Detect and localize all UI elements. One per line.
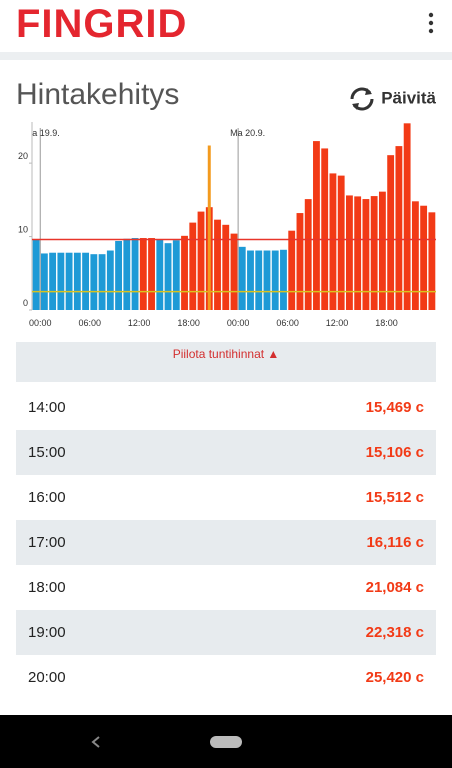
x-tick-label: 18:00 <box>375 318 398 328</box>
price-chart: 0 10 20 a 19.9. Ma 20.9. 00:00 06:00 12:00 18:00… <box>18 122 436 328</box>
bar <box>197 211 205 310</box>
bar <box>115 240 122 310</box>
bar <box>346 195 353 310</box>
hour: 20:00 <box>28 669 66 686</box>
bar <box>296 213 304 310</box>
price-row: 17:00 16,116 c <box>16 520 436 565</box>
bar <box>57 252 65 310</box>
price: 25,420 c <box>365 669 424 686</box>
bar <box>378 191 386 310</box>
bar <box>65 252 73 310</box>
bar <box>238 246 246 310</box>
bar <box>123 238 131 310</box>
refresh-button[interactable]: Päivitä <box>347 86 436 112</box>
price: 15,469 c <box>365 399 424 416</box>
bar <box>288 230 296 310</box>
bar <box>230 233 238 310</box>
y-tick-label: 10 <box>18 225 28 235</box>
hour: 17:00 <box>28 534 66 551</box>
bar <box>106 250 114 310</box>
bar <box>403 123 411 311</box>
price: 15,106 c <box>365 444 424 461</box>
bar <box>337 175 345 310</box>
hide-hourly-toggle[interactable]: Piilota tuntihinnat ▲ <box>16 342 436 382</box>
x-tick-label: 06:00 <box>78 318 101 328</box>
bar <box>313 141 320 310</box>
bar <box>411 201 419 310</box>
bar <box>90 254 98 310</box>
hour: 14:00 <box>28 399 66 416</box>
bar <box>189 222 197 310</box>
bar <box>428 212 436 310</box>
bar <box>172 240 180 310</box>
bar <box>156 239 164 310</box>
y-tick-label: 20 <box>18 151 28 161</box>
bar <box>40 253 48 310</box>
bar <box>354 196 362 310</box>
price: 16,116 c <box>366 534 424 551</box>
bar <box>362 199 370 310</box>
refresh-icon <box>350 87 374 111</box>
bar <box>329 173 337 310</box>
bar <box>181 235 188 310</box>
x-tick-label: 00:00 <box>29 318 52 328</box>
menu-button[interactable] <box>428 12 434 34</box>
bar <box>304 199 312 310</box>
hour: 19:00 <box>28 624 66 641</box>
home-button[interactable] <box>210 736 242 748</box>
bar <box>148 238 155 310</box>
bar <box>222 224 230 310</box>
bar <box>263 250 271 310</box>
bar <box>255 250 263 310</box>
x-tick-label: 12:00 <box>326 318 349 328</box>
hour: 18:00 <box>28 579 66 596</box>
x-tick-label: 06:00 <box>276 318 299 328</box>
bar <box>32 239 40 310</box>
price-row: 14:00 15,469 c <box>16 385 436 430</box>
day-label: a 19.9. <box>32 128 60 138</box>
day-label: Ma 20.9. <box>230 128 265 138</box>
bar <box>139 238 147 310</box>
bar <box>214 219 221 310</box>
price: 21,084 c <box>365 579 424 596</box>
refresh-label: Päivitä <box>381 88 436 108</box>
app-header: FINGRID <box>0 0 452 60</box>
bar <box>271 250 279 310</box>
bar <box>280 249 287 310</box>
price: 15,512 c <box>365 489 424 506</box>
bar <box>82 252 90 310</box>
bar <box>131 238 139 310</box>
bar <box>98 254 106 310</box>
price-row: 20:00 25,420 c <box>16 655 436 700</box>
bar <box>321 148 329 310</box>
page-title: Hintakehitys <box>16 78 180 111</box>
bar <box>73 252 81 310</box>
bar <box>49 252 57 310</box>
price-row: 19:00 22,318 c <box>16 610 436 655</box>
x-tick-label: 12:00 <box>128 318 151 328</box>
brand: FINGRID <box>16 2 188 46</box>
current-hour-marker <box>207 145 211 310</box>
bar <box>395 146 403 310</box>
hour: 15:00 <box>28 444 66 461</box>
x-tick-label: 00:00 <box>227 318 250 328</box>
bar <box>387 155 395 310</box>
price-row: 16:00 15,512 c <box>16 475 436 520</box>
x-tick-label: 18:00 <box>177 318 200 328</box>
price-row: 18:00 21,084 c <box>16 565 436 610</box>
bar <box>370 196 378 310</box>
bar <box>247 250 254 310</box>
bar <box>164 243 172 310</box>
system-nav-bar <box>0 715 452 768</box>
hour: 16:00 <box>28 489 66 506</box>
price: 22,318 c <box>365 624 424 641</box>
price-row: 15:00 15,106 c <box>16 430 436 475</box>
back-button[interactable] <box>90 735 102 749</box>
y-tick-label: 0 <box>23 298 28 308</box>
bar <box>420 205 428 310</box>
